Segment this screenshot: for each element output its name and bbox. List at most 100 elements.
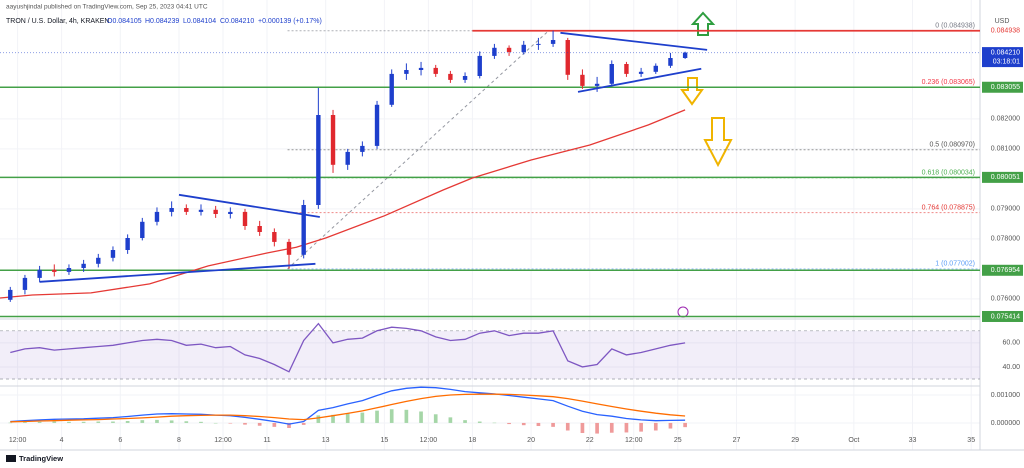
macd-histogram-bar [331, 414, 335, 423]
candle-body [462, 76, 468, 80]
macd-histogram-bar [683, 422, 687, 428]
price-tag-label: 0.076954 [991, 267, 1020, 274]
x-tick-label: 25 [674, 437, 682, 444]
macd-histogram-bar [243, 422, 247, 425]
macd-histogram-bar [37, 421, 42, 423]
y-tick-label: 0.078000 [991, 236, 1020, 243]
macd-histogram-bar [301, 422, 306, 425]
macd-histogram-bar [375, 410, 379, 423]
candle-body [169, 208, 174, 212]
currency: USD [995, 18, 1010, 25]
price-tag [982, 171, 1023, 183]
candle-body [477, 55, 482, 76]
x-tick-label: 29 [791, 437, 799, 444]
macd-histogram-bar [492, 422, 497, 424]
macd-histogram-bar [565, 422, 570, 431]
candle-body [286, 241, 292, 255]
macd-line [10, 386, 686, 425]
macd-histogram-bar [551, 422, 555, 427]
x-tick-label: 27 [733, 437, 741, 444]
candle-body [433, 67, 438, 74]
macd-histogram-bar [595, 422, 599, 434]
macd-histogram-bar [140, 420, 145, 423]
fib-label: 0.764 (0.078875) [922, 204, 975, 211]
macd-histogram-bar [213, 422, 218, 424]
macd-histogram-bar [228, 422, 233, 424]
macd-histogram-bar [111, 421, 115, 423]
candle-body [609, 64, 614, 84]
x-tick-label: 12:00 [420, 437, 438, 444]
candle-body [565, 40, 570, 75]
price-tag-label: 0.083055 [991, 84, 1020, 91]
macd-histogram-bar [580, 422, 585, 434]
rsi-band [0, 330, 980, 379]
trendline [577, 67, 702, 93]
up-arrow [690, 11, 716, 36]
moving-average [0, 109, 686, 299]
candle-body [125, 238, 130, 250]
ohlc-open: O0.084105 [107, 18, 142, 25]
macd-histogram-bar [23, 422, 27, 423]
macd-histogram-bar [316, 415, 321, 423]
macd-histogram-bar [389, 409, 394, 423]
candle-body [536, 43, 541, 45]
fib-label: 0.236 (0.083065) [922, 79, 975, 86]
macd-histogram-bar [404, 409, 409, 423]
macd-histogram-bar [624, 422, 629, 433]
candle-body [580, 74, 585, 86]
fib-label: 1 (0.077002) [935, 261, 975, 268]
macd-histogram-bar [257, 422, 262, 426]
y-tick-label: 0.001000 [991, 392, 1020, 399]
macd-histogram-bar [169, 420, 174, 423]
candle-body [52, 269, 57, 272]
countdown: 03:18:01 [993, 58, 1020, 65]
candle-body [492, 47, 497, 56]
fib-label: 0.5 (0.080970) [929, 142, 975, 149]
ohlc-change: +0.000139 (+0.17%) [258, 18, 322, 25]
candle-body [140, 221, 145, 238]
down-arrow [680, 77, 704, 106]
macd-histogram-bar [287, 422, 291, 428]
candle-body [506, 47, 512, 52]
macd-histogram-bar [653, 422, 658, 431]
macd-histogram-bar [433, 414, 438, 423]
event-icon [677, 306, 689, 318]
macd-histogram-bar [272, 422, 277, 427]
y-tick-label: 0.082000 [991, 116, 1020, 123]
x-tick-label: 35 [967, 437, 975, 444]
candle-body [110, 250, 116, 258]
symbol: TRON / U.S. Dollar, 4h, KRAKEN [6, 18, 109, 25]
y-tick-label: 0.081000 [991, 146, 1020, 153]
ohlc-low: L0.084104 [183, 18, 216, 25]
macd-line [10, 393, 686, 423]
candle-body [389, 73, 394, 105]
macd-histogram-bar [419, 411, 423, 423]
fib-label: 0 (0.084938) [935, 23, 975, 30]
brand: TradingView [19, 454, 63, 463]
macd-histogram-bar [463, 420, 467, 423]
candle-body [228, 211, 233, 214]
candle-body [448, 73, 453, 80]
candle-body [418, 67, 424, 70]
macd-histogram-bar [96, 421, 101, 423]
macd-histogram-bar [360, 412, 365, 423]
resistance-label: 0.084938 [991, 28, 1020, 35]
candle-body [81, 263, 86, 268]
brand-logo [6, 455, 16, 462]
x-tick-label: 6 [118, 437, 122, 444]
y-tick-label: 40.00 [1002, 364, 1020, 371]
candle-body [242, 211, 248, 226]
x-tick-label: 33 [909, 437, 917, 444]
candle-body [521, 44, 526, 52]
macd-histogram-bar [184, 421, 189, 423]
macd-histogram-bar [448, 417, 453, 423]
candle-body [154, 211, 160, 222]
candle-body [96, 257, 101, 264]
macd-histogram-bar [639, 422, 643, 432]
macd-histogram-bar [345, 413, 350, 423]
trendline [178, 193, 320, 218]
candle-body [8, 289, 13, 300]
macd-histogram-bar [507, 422, 511, 425]
y-tick-label: 0.076000 [991, 296, 1020, 303]
x-tick-label: 11 [263, 437, 270, 444]
